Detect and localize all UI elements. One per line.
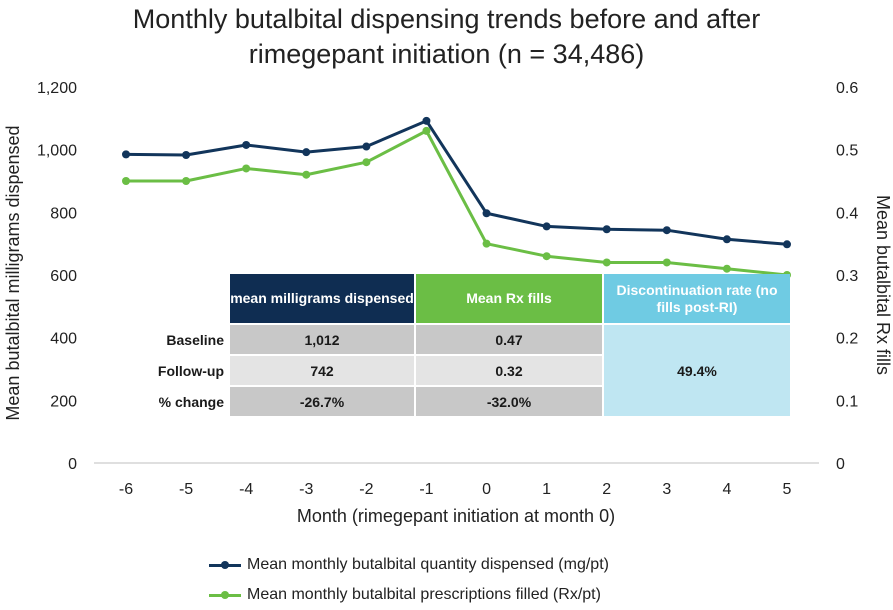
x-tick-label: -5 — [179, 481, 193, 498]
rx-data-point — [422, 126, 431, 135]
rx-data-point — [242, 164, 251, 173]
left-y-axis: 0 200 400 600 800 1,000 1,200 — [37, 80, 77, 473]
table-row: Baseline 1,012 0.47 49.4% — [140, 325, 790, 416]
table-header-row: mean milligrams dispensed Mean Rx fills … — [140, 274, 790, 323]
y-tick-label: 600 — [50, 268, 77, 285]
mg-series-line — [125, 119, 788, 246]
legend-label-rx: Mean monthly butalbital prescriptions fi… — [247, 586, 601, 603]
table-row: % change -26.7% -32.0% — [140, 387, 790, 416]
x-tick-label: 5 — [783, 481, 792, 498]
chart-title-line-1: Monthly butalbital dispensing trends bef… — [132, 4, 761, 34]
rx-data-point — [662, 258, 671, 267]
y2-tick-label: 0.6 — [836, 80, 858, 97]
rx-data-point — [302, 170, 311, 179]
x-tick-label: 2 — [602, 481, 611, 498]
y-tick-label: 1,200 — [37, 80, 77, 97]
chart-title: Monthly butalbital dispensing trends bef… — [0, 2, 893, 72]
y2-tick-label: 0.5 — [836, 143, 858, 160]
mg-data-point — [542, 222, 551, 231]
row-label: Follow-up — [140, 356, 228, 385]
y2-tick-label: 0.4 — [836, 205, 858, 222]
row-label: Baseline — [140, 325, 228, 354]
rx-data-point — [182, 177, 191, 185]
table-corner — [140, 274, 228, 323]
cell-mg: 742 — [230, 356, 414, 385]
y-tick-label: 200 — [50, 393, 77, 410]
chart-legend: Mean monthly butalbital quantity dispens… — [209, 550, 609, 610]
x-axis-label: Month (rimegepant initiation at month 0) — [297, 506, 615, 526]
header-mean-rx: Mean Rx fills — [416, 274, 602, 323]
mg-data-point — [422, 116, 431, 125]
mg-data-point — [302, 148, 311, 157]
x-tick-label: 4 — [722, 481, 731, 498]
y2-axis-label: Mean butalbital Rx fills — [873, 195, 893, 375]
x-tick-label: -2 — [359, 481, 373, 498]
y2-tick-label: 0.1 — [836, 393, 858, 410]
rx-data-point — [542, 252, 551, 261]
x-tick-label: 0 — [482, 481, 491, 498]
rx-data-point — [362, 158, 371, 167]
cell-mg: 1,012 — [230, 325, 414, 354]
series-mg-dispensed — [122, 116, 791, 249]
y-tick-label: 1,000 — [37, 143, 77, 160]
mg-data-point — [242, 140, 251, 149]
x-tick-label: -3 — [299, 481, 313, 498]
mg-data-point — [122, 150, 130, 159]
mg-data-point — [362, 142, 371, 151]
cell-discontinuation: 49.4% — [604, 325, 790, 416]
x-tick-label: -4 — [239, 481, 253, 498]
mg-data-point — [182, 150, 191, 159]
rx-data-point — [722, 264, 731, 273]
legend-swatch-rx — [209, 589, 241, 601]
y-tick-label: 400 — [50, 331, 77, 348]
x-tick-label: 1 — [542, 481, 551, 498]
rx-data-point — [602, 258, 611, 267]
table-row: Follow-up 742 0.32 — [140, 356, 790, 385]
legend-item-mg: Mean monthly butalbital quantity dispens… — [209, 550, 609, 580]
cell-rx: -32.0% — [416, 387, 602, 416]
x-tick-label: 3 — [662, 481, 671, 498]
rx-data-point — [122, 177, 130, 185]
cell-rx: 0.32 — [416, 356, 602, 385]
header-mean-mg: mean milligrams dispensed — [230, 274, 414, 323]
series-rx-filled — [122, 126, 791, 279]
cell-rx: 0.47 — [416, 325, 602, 354]
row-label: % change — [140, 387, 228, 416]
legend-label-mg: Mean monthly butalbital quantity dispens… — [247, 556, 609, 573]
rx-series-line — [126, 129, 788, 277]
mg-data-point — [602, 225, 611, 234]
y-tick-label: 0 — [68, 456, 77, 473]
mg-data-point — [482, 209, 491, 218]
mg-data-point — [783, 240, 791, 249]
rx-data-point — [482, 239, 491, 248]
mg-data-point — [722, 235, 731, 244]
x-tick-label: -1 — [419, 481, 433, 498]
y-axis-label: Mean butalbital milligrams dispensed — [3, 125, 23, 420]
chart-title-line-2: rimegepant initiation (n = 34,486) — [248, 39, 645, 69]
cell-mg: -26.7% — [230, 387, 414, 416]
x-axis: -6 -5 -4 -3 -2 -1 0 1 2 3 4 5 — [94, 462, 819, 498]
summary-table: mean milligrams dispensed Mean Rx fills … — [138, 272, 792, 418]
y2-tick-label: 0.3 — [836, 268, 858, 285]
legend-item-rx: Mean monthly butalbital prescriptions fi… — [209, 580, 609, 610]
legend-swatch-mg — [209, 559, 241, 571]
y2-tick-label: 0.2 — [836, 331, 858, 348]
y-tick-label: 800 — [50, 205, 77, 222]
header-discontinuation: Discontinuation rate (no fills post-RI) — [604, 274, 790, 323]
x-tick-label: -6 — [119, 481, 133, 498]
y2-tick-label: 0 — [836, 456, 845, 473]
right-y-axis: 0 0.1 0.2 0.3 0.4 0.5 0.6 — [836, 80, 858, 473]
mg-data-point — [662, 226, 671, 235]
